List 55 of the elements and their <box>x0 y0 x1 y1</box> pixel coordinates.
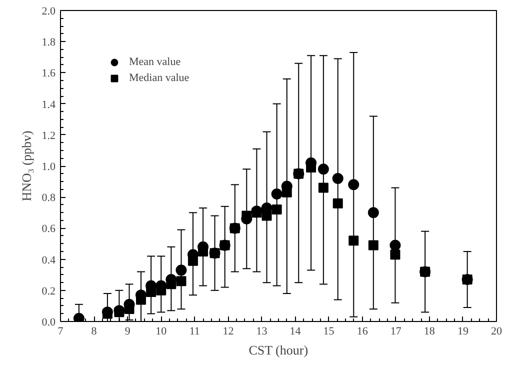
x-tick-label: 20 <box>491 326 502 338</box>
point <box>230 223 240 234</box>
x-tick-label: 11 <box>189 326 200 338</box>
point <box>220 240 230 250</box>
point <box>176 264 187 276</box>
point <box>210 248 220 258</box>
point <box>294 168 304 179</box>
point <box>73 312 84 322</box>
legend-label: Median value <box>129 71 190 86</box>
point <box>348 236 359 246</box>
y-tick-label: 1.0 <box>42 161 56 173</box>
point <box>282 187 292 198</box>
point <box>390 240 401 251</box>
x-tick-label: 13 <box>256 326 268 338</box>
x-tick-label: 10 <box>156 326 168 338</box>
x-tick-label: 18 <box>424 326 436 338</box>
y-axis-title: HNO₃ (ppbv) <box>18 130 34 202</box>
x-tick-label: 9 <box>124 326 131 338</box>
point <box>271 188 282 200</box>
y-tick-label: 1.4 <box>42 98 56 111</box>
point <box>368 207 379 218</box>
y-tick-label: 1.2 <box>42 130 56 142</box>
point <box>262 210 272 221</box>
x-tick-label: 19 <box>457 326 469 338</box>
point <box>272 204 282 215</box>
x-axis-title: CST (hour) <box>248 342 308 358</box>
x-tick-label: 12 <box>222 326 234 338</box>
point <box>348 179 360 190</box>
point <box>146 286 156 297</box>
point <box>318 182 328 193</box>
x-tick-label: 17 <box>390 326 402 338</box>
y-tick-label: 1.8 <box>42 36 56 49</box>
point <box>318 164 329 175</box>
y-tick-label: 0.0 <box>42 316 56 328</box>
point <box>332 172 344 184</box>
legend-label: Mean value <box>129 55 181 70</box>
y-tick-label: 2.0 <box>42 6 56 18</box>
point <box>176 276 186 286</box>
y-tick-label: 0.8 <box>42 192 56 204</box>
x-tick-label: 8 <box>91 326 98 338</box>
point <box>390 250 400 260</box>
y-tick-label: 0.4 <box>42 254 56 266</box>
point <box>188 256 198 266</box>
y-tick-label: 1.6 <box>42 68 56 80</box>
y-tick-label: 0.2 <box>42 285 56 298</box>
x-tick-label: 16 <box>356 326 368 338</box>
x-tick-label: 7 <box>58 326 64 338</box>
x-tick-label: 15 <box>323 326 335 338</box>
point <box>420 266 430 277</box>
point <box>462 274 472 285</box>
y-tick-label: 0.6 <box>42 223 56 236</box>
point <box>368 240 378 250</box>
point <box>332 198 343 208</box>
point <box>198 246 208 257</box>
x-tick-label: 14 <box>290 326 302 338</box>
